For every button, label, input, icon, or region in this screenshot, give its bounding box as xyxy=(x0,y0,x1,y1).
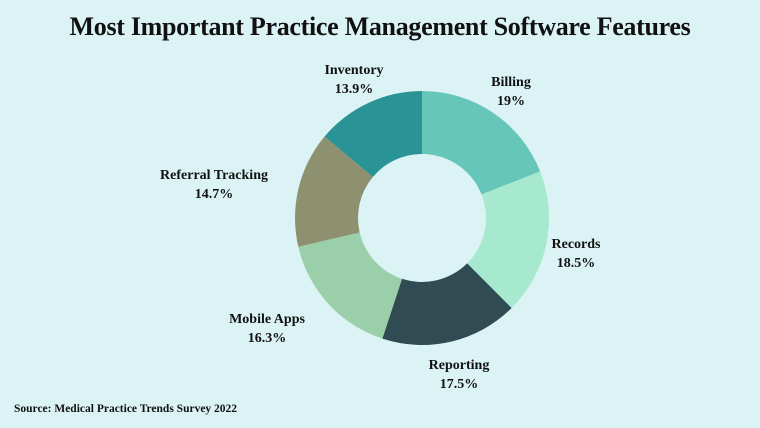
slice-billing xyxy=(422,91,541,195)
chart-title: Most Important Practice Management Softw… xyxy=(69,12,691,41)
label-mobile-apps-name: Mobile Apps xyxy=(229,312,305,327)
label-inventory-name: Inventory xyxy=(324,63,384,78)
label-mobile-apps: Mobile Apps 16.3% xyxy=(229,310,305,348)
label-referral-tracking: Referral Tracking 14.7% xyxy=(160,166,268,204)
slice-mobile-apps xyxy=(298,232,403,339)
label-records-name: Records xyxy=(551,237,601,252)
label-records-pct: 18.5% xyxy=(556,256,596,271)
label-billing-pct: 19% xyxy=(497,94,525,109)
label-billing: Billing 19% xyxy=(491,73,531,111)
slice-inventory xyxy=(324,91,422,177)
label-reporting: Reporting 17.5% xyxy=(429,356,490,394)
source-note: Source: Medical Practice Trends Survey 2… xyxy=(14,403,238,415)
label-referral-tracking-name: Referral Tracking xyxy=(160,168,268,183)
label-inventory: Inventory 13.9% xyxy=(324,61,383,99)
slice-reporting xyxy=(382,263,512,346)
label-billing-name: Billing xyxy=(491,75,531,90)
slice-records xyxy=(467,171,549,309)
label-referral-tracking-pct: 14.7% xyxy=(194,187,234,202)
label-reporting-pct: 17.5% xyxy=(439,377,479,392)
slice-referral-tracking xyxy=(295,136,373,247)
label-records: Records 18.5% xyxy=(552,235,601,273)
label-reporting-name: Reporting xyxy=(428,358,490,373)
label-inventory-pct: 13.9% xyxy=(334,82,374,97)
label-mobile-apps-pct: 16.3% xyxy=(247,331,287,346)
